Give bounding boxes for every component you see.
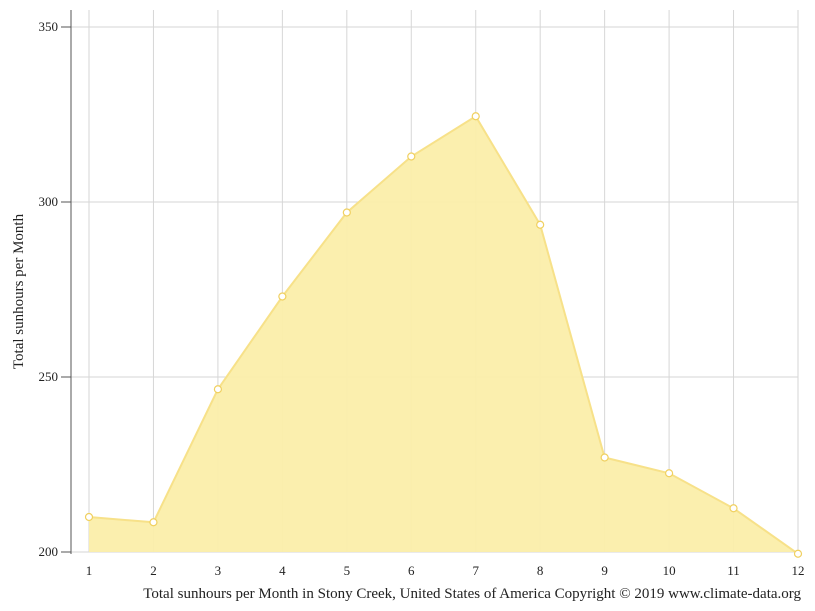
data-point — [149, 518, 158, 527]
y-axis-title: Total sunhours per Month — [11, 213, 27, 369]
x-axis-ticks: 1 2 3 4 5 6 7 8 9 10 11 12 — [86, 563, 805, 578]
x-tick-label: 7 — [472, 563, 479, 578]
x-tick-label: 5 — [344, 563, 351, 578]
data-points — [84, 112, 803, 558]
data-point — [729, 504, 738, 513]
x-tick-label: 6 — [408, 563, 415, 578]
sunhours-area — [89, 116, 798, 554]
x-tick-label: 12 — [792, 563, 805, 578]
chart-caption: Total sunhours per Month in Stony Creek,… — [143, 586, 801, 602]
data-point — [407, 152, 416, 161]
data-point — [342, 208, 351, 217]
y-tick-label: 200 — [39, 544, 59, 559]
x-tick-label: 10 — [663, 563, 676, 578]
x-tick-label: 11 — [727, 563, 740, 578]
data-point — [213, 385, 223, 394]
data-point — [278, 292, 287, 301]
x-tick-label: 3 — [215, 563, 222, 578]
data-point — [793, 549, 803, 558]
data-point — [664, 469, 674, 478]
data-point — [600, 453, 609, 462]
y-tick-label: 250 — [39, 369, 59, 384]
y-tick-label: 350 — [39, 19, 59, 34]
y-tick-label: 300 — [39, 194, 59, 209]
data-point — [471, 112, 480, 121]
x-tick-label: 1 — [86, 563, 93, 578]
x-tick-label: 4 — [279, 563, 286, 578]
y-axis-ticks: 200 250 300 350 — [39, 19, 71, 559]
data-point — [84, 512, 94, 522]
x-tick-label: 8 — [537, 563, 544, 578]
x-tick-label: 2 — [150, 563, 157, 578]
x-tick-label: 9 — [601, 563, 608, 578]
data-point — [536, 220, 545, 229]
sunhours-line — [88, 114, 799, 555]
